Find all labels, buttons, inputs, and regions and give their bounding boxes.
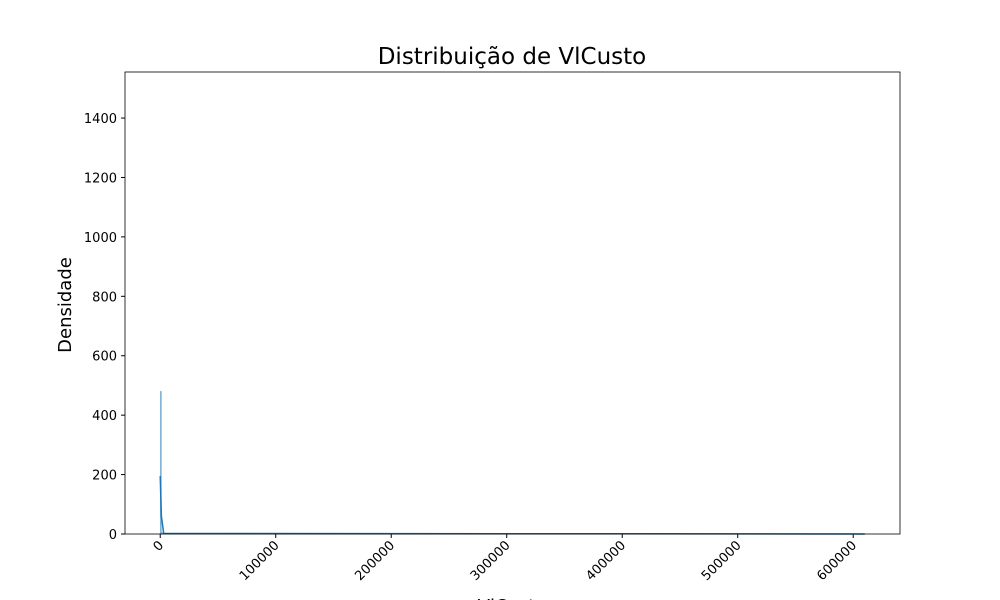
- x-axis-label: VlCusto: [478, 596, 547, 600]
- y-tick-label: 800: [92, 290, 117, 305]
- y-tick-label: 400: [92, 409, 117, 424]
- y-tick-label: 200: [92, 469, 117, 484]
- y-tick-label: 600: [92, 350, 117, 365]
- y-tick-label: 1400: [84, 112, 117, 127]
- y-tick-label: 1000: [84, 231, 117, 246]
- y-axis-label: Densidade: [55, 257, 76, 353]
- chart-title: Distribuição de VlCusto: [378, 44, 647, 70]
- plot-frame: [124, 71, 901, 535]
- y-tick-label: 1200: [84, 171, 117, 186]
- y-tick-label: 0: [109, 528, 117, 543]
